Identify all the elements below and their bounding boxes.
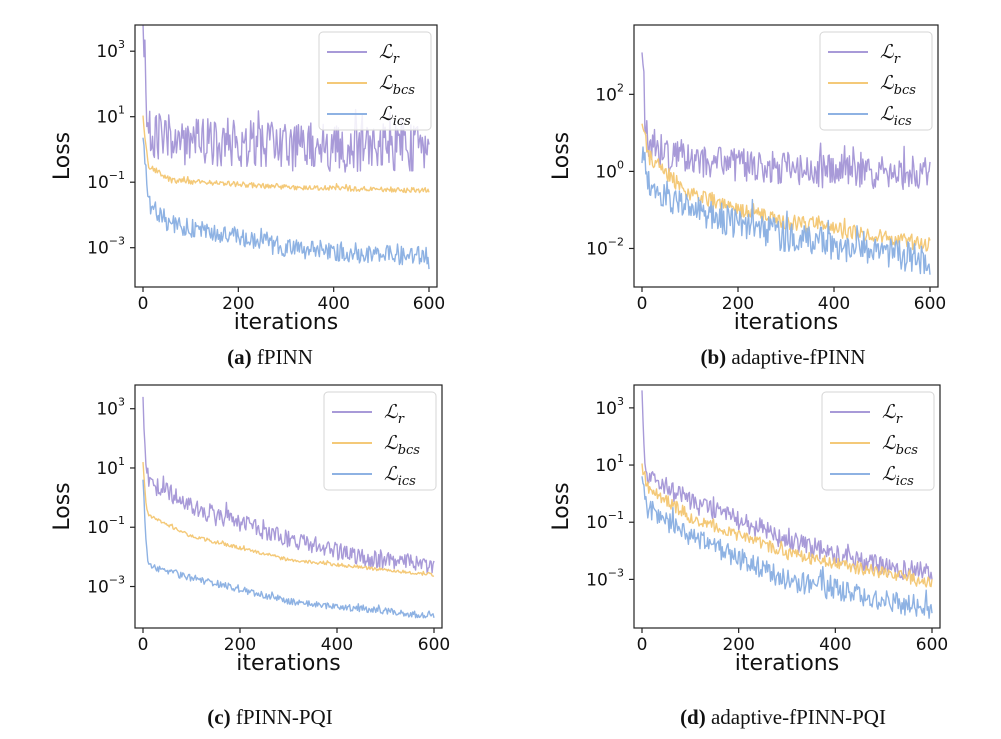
legend-label-r: ℒr (379, 41, 400, 67)
plot-frame (134, 384, 443, 629)
y-tick-label: 101 (96, 455, 125, 479)
x-tick-label: 0 (637, 635, 648, 655)
y-tick-label: 10−3 (586, 566, 624, 590)
x-tick-label: 400 (819, 635, 851, 655)
x-tick-label: 200 (224, 635, 256, 655)
plot-frame (134, 24, 438, 288)
series-line-bcs (142, 462, 435, 577)
x-axis-label: iterations (734, 310, 838, 335)
y-tick-label: 102 (595, 81, 624, 105)
legend-label-r: ℒr (384, 401, 405, 427)
y-tick-label: 10−1 (586, 509, 624, 533)
x-axis-label: iterations (735, 651, 839, 676)
panel-caption: (c) fPINN-PQI (207, 705, 332, 729)
y-axis-label: Loss (50, 482, 75, 530)
legend-label-ics: ℒics (384, 463, 416, 489)
legend-label-bcs: ℒbcs (384, 432, 420, 458)
legend-box (318, 31, 432, 131)
panel-a: 0 200 400 600 103 101 10−1 10−3 iterations Loss ℒr… (50, 24, 445, 369)
legend-label-r: ℒr (882, 401, 903, 427)
panel-c: 0 200 400 600 103 101 10−1 10−3 iterations Loss ℒr… (50, 384, 450, 729)
x-axis-label: iterations (234, 310, 338, 335)
panel-d: 0 200 400 600 103 101 10−1 10−3 iterations Loss ℒr… (549, 384, 948, 729)
legend-label-r: ℒr (880, 41, 901, 67)
series-line-ics (641, 146, 931, 275)
legend-label-bcs: ℒbcs (379, 72, 415, 98)
x-tick-label: 400 (317, 294, 349, 314)
x-tick-label: 0 (637, 294, 648, 314)
x-tick-label: 600 (413, 294, 445, 314)
y-tick-label: 10−3 (87, 235, 125, 259)
x-axis-label: iterations (236, 651, 340, 676)
series-line-ics (641, 476, 933, 619)
series-line-ics (142, 479, 435, 619)
y-tick-label: 101 (595, 452, 624, 476)
x-tick-label: 600 (914, 294, 946, 314)
panel-b: 0 200 400 600 102 100 10−2 iterations Loss ℒr ℒbcs… (549, 24, 946, 369)
x-tick-label: 0 (138, 635, 149, 655)
plot-frame (633, 24, 939, 288)
series-group (641, 52, 931, 275)
y-tick-label: 103 (96, 396, 125, 420)
series-line-ics (142, 137, 430, 270)
x-tick-label: 600 (916, 635, 948, 655)
legend-box (821, 391, 935, 491)
legend-label-ics: ℒics (880, 103, 912, 129)
legend-box (323, 391, 437, 491)
x-tick-label: 200 (722, 294, 754, 314)
panel-caption: (a) fPINN (227, 345, 313, 369)
y-tick-label: 101 (96, 104, 125, 128)
y-tick-label: 10−3 (87, 574, 125, 598)
y-tick-label: 103 (595, 395, 624, 419)
y-axis-label: Loss (549, 132, 574, 180)
x-tick-label: 0 (138, 294, 149, 314)
x-tick-label: 400 (321, 635, 353, 655)
legend-label-ics: ℒics (379, 103, 411, 129)
series-line-r (641, 52, 931, 190)
y-tick-label: 100 (595, 158, 624, 182)
y-tick-label: 10−2 (586, 235, 624, 259)
x-tick-label: 600 (418, 635, 450, 655)
series-line-r (142, 25, 430, 173)
x-tick-label: 200 (722, 635, 754, 655)
series-line-r (641, 390, 933, 582)
series-group (142, 25, 430, 270)
x-tick-label: 400 (818, 294, 850, 314)
series-group (641, 390, 933, 619)
panel-caption: (b) adaptive-fPINN (700, 345, 865, 369)
y-axis-label: Loss (549, 482, 574, 530)
series-line-bcs (641, 463, 933, 588)
series-line-bcs (142, 115, 430, 194)
legend-label-ics: ℒics (882, 463, 914, 489)
plot-frame (633, 384, 941, 629)
legend-label-bcs: ℒbcs (882, 432, 918, 458)
y-axis-label: Loss (50, 132, 75, 180)
series-line-r (142, 396, 435, 575)
x-tick-label: 200 (222, 294, 254, 314)
y-tick-label: 10−1 (87, 169, 125, 193)
series-group (142, 396, 435, 619)
legend-box (819, 31, 933, 131)
y-tick-label: 103 (96, 38, 125, 62)
legend-label-bcs: ℒbcs (880, 72, 916, 98)
y-tick-label: 10−1 (87, 514, 125, 538)
panel-caption: (d) adaptive-fPINN-PQI (680, 705, 886, 729)
